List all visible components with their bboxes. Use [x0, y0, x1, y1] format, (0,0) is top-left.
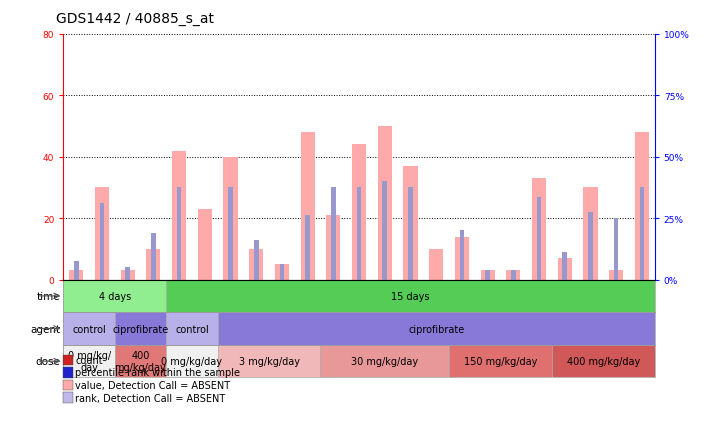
Bar [511, 271, 515, 280]
Text: time: time [37, 291, 61, 301]
Bar [115, 312, 166, 345]
Text: 0 mg/kg/day: 0 mg/kg/day [161, 356, 222, 366]
Bar [166, 345, 218, 378]
Bar [326, 216, 341, 280]
Bar [306, 216, 310, 280]
Bar [218, 312, 655, 345]
Bar [301, 133, 315, 280]
Bar [249, 249, 263, 280]
Text: 400
mg/kg/day: 400 mg/kg/day [115, 351, 166, 372]
Bar [460, 231, 464, 280]
Text: 0 mg/kg/
day: 0 mg/kg/ day [68, 351, 111, 372]
Bar [536, 197, 541, 280]
Bar [120, 271, 134, 280]
Bar [69, 271, 83, 280]
Text: value, Detection Call = ABSENT: value, Detection Call = ABSENT [75, 380, 230, 390]
Text: 3 mg/kg/day: 3 mg/kg/day [239, 356, 299, 366]
Bar [588, 213, 593, 280]
Text: rank, Detection Call = ABSENT: rank, Detection Call = ABSENT [75, 393, 225, 403]
Text: control: control [73, 324, 106, 334]
Bar [639, 188, 644, 280]
Bar [95, 188, 109, 280]
Bar [74, 262, 79, 280]
Bar [408, 188, 413, 280]
Bar [449, 345, 552, 378]
Bar [166, 312, 218, 345]
Bar [228, 188, 233, 280]
Text: 30 mg/kg/day: 30 mg/kg/day [351, 356, 418, 366]
Bar [377, 127, 392, 280]
Bar [403, 167, 417, 280]
Text: ciprofibrate: ciprofibrate [408, 324, 465, 334]
Text: 15 days: 15 days [391, 291, 429, 301]
Bar [218, 345, 320, 378]
Bar [357, 188, 361, 280]
Bar [558, 259, 572, 280]
Bar [614, 219, 619, 280]
Bar [481, 271, 495, 280]
Bar [429, 249, 444, 280]
Text: GDS1442 / 40885_s_at: GDS1442 / 40885_s_at [56, 12, 214, 26]
Text: 4 days: 4 days [99, 291, 131, 301]
Bar [63, 312, 115, 345]
Text: 150 mg/kg/day: 150 mg/kg/day [464, 356, 537, 366]
Bar [198, 210, 212, 280]
Text: agent: agent [30, 324, 61, 334]
Bar [455, 237, 469, 280]
Bar [562, 252, 567, 280]
Bar [532, 179, 546, 280]
Bar [485, 271, 490, 280]
Bar [166, 280, 655, 312]
Text: control: control [175, 324, 209, 334]
Bar [352, 145, 366, 280]
Text: ciprofibrate: ciprofibrate [113, 324, 169, 334]
Bar [331, 188, 336, 280]
Bar [635, 133, 649, 280]
Bar [125, 268, 130, 280]
Bar [275, 265, 289, 280]
Bar [223, 157, 237, 280]
Bar [552, 345, 655, 378]
Text: count: count [75, 355, 103, 365]
Bar [63, 280, 166, 312]
Bar [609, 271, 623, 280]
Bar [320, 345, 449, 378]
Bar [382, 182, 387, 280]
Bar [584, 188, 598, 280]
Bar [151, 234, 156, 280]
Bar [279, 265, 284, 280]
Bar [146, 249, 161, 280]
Text: 400 mg/kg/day: 400 mg/kg/day [567, 356, 640, 366]
Bar [506, 271, 520, 280]
Bar [177, 188, 182, 280]
Bar [63, 345, 115, 378]
Text: dose: dose [35, 356, 61, 366]
Bar [99, 203, 104, 280]
Bar [172, 151, 186, 280]
Text: percentile rank within the sample: percentile rank within the sample [75, 368, 240, 378]
Bar [115, 345, 166, 378]
Bar [254, 240, 258, 280]
